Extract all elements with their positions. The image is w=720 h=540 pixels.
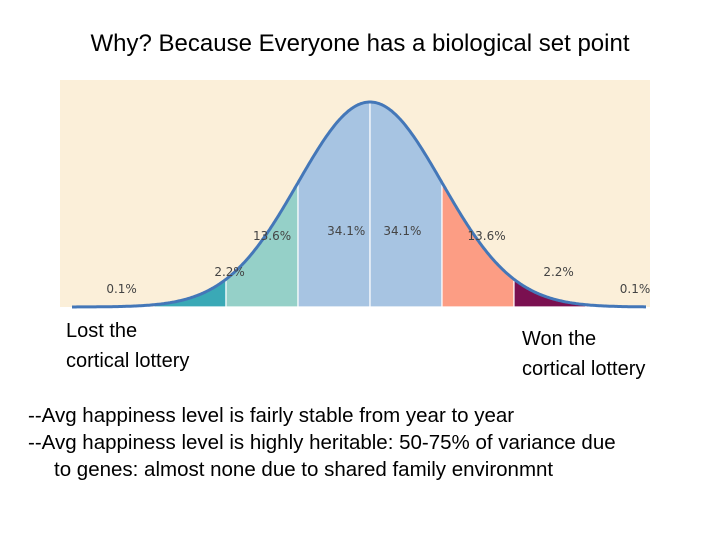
bullet-heritability-cont: to genes: almost none due to shared fami…	[54, 458, 554, 481]
caption-left-line-2: cortical lottery	[66, 350, 190, 372]
distribution-curve	[72, 100, 646, 309]
segment-label-4: 34.1%	[327, 224, 365, 238]
segment-label-1: 0.1%	[106, 282, 137, 296]
caption-right-line-2: cortical lottery	[522, 358, 646, 380]
segment-label-5: 34.1%	[383, 224, 421, 238]
slide-title: Why? Because Everyone has a biological s…	[90, 30, 630, 57]
segment-label-7: 2.2%	[543, 265, 574, 279]
caption-lost-lottery: Lost the cortical lottery	[66, 316, 189, 376]
bullet-stability: --Avg happiness level is fairly stable f…	[28, 404, 515, 427]
bullet-list: --Avg happiness level is fairly stable f…	[28, 402, 718, 483]
bullet-heritability: --Avg happiness level is highly heritabl…	[28, 431, 616, 454]
caption-won-lottery: Won the cortical lottery	[522, 324, 645, 384]
caption-right-line-1: Won the	[522, 328, 597, 350]
segment-label-8: 0.1%	[620, 282, 650, 296]
normal-distribution-chart: 0.1% 2.2% 13.6% 34.1% 34.1% 13.6% 2.2% 0.1%	[60, 80, 650, 309]
segment-label-6: 13.6%	[468, 229, 506, 243]
segment-label-3: 13.6%	[253, 229, 291, 243]
segment-label-2: 2.2%	[214, 265, 245, 279]
caption-left-line-1: Lost the	[66, 320, 138, 342]
